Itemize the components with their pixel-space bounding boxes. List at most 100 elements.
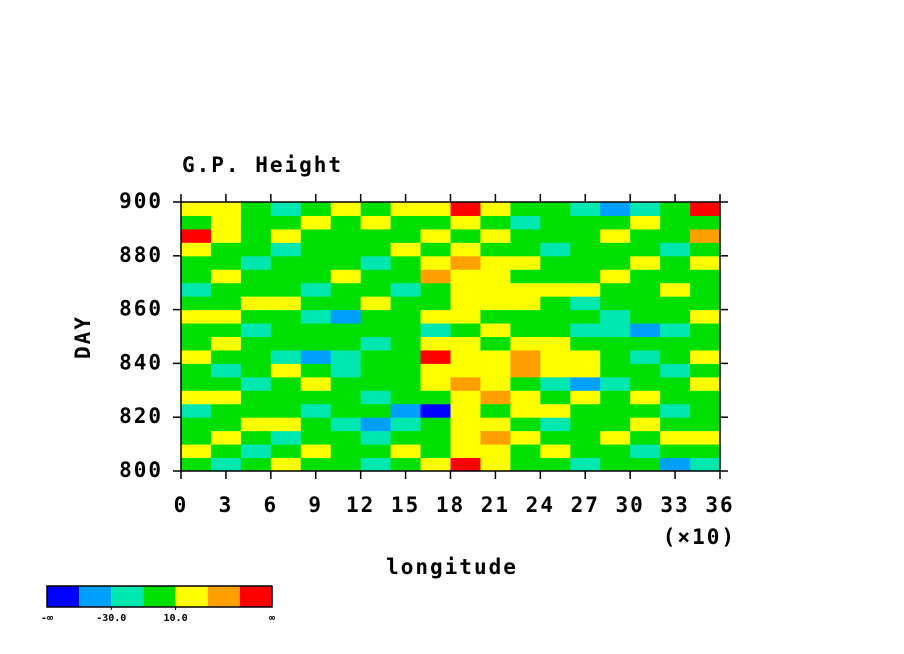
heat-cell	[480, 444, 511, 459]
heat-cell	[660, 336, 691, 351]
heat-cell	[450, 336, 481, 351]
heat-cell	[240, 228, 272, 243]
heat-cell	[330, 242, 362, 257]
heat-cell	[570, 202, 601, 216]
heat-cell	[360, 269, 392, 284]
y-tick-label: 820	[119, 404, 163, 428]
heat-cell	[540, 430, 571, 445]
heat-cell	[210, 255, 242, 270]
heat-cell	[690, 323, 721, 337]
colorbar-label: 10.0	[164, 613, 188, 624]
heat-cell	[600, 376, 631, 391]
heat-cell	[360, 228, 392, 243]
heat-cell	[210, 376, 242, 391]
heat-cell	[210, 430, 242, 445]
heat-cell	[420, 336, 451, 351]
heat-cell	[210, 417, 242, 432]
heat-cell	[510, 376, 541, 391]
heat-cell	[390, 457, 422, 472]
heat-cell	[360, 430, 392, 445]
heat-cell	[450, 269, 481, 284]
x-tick-label: 3	[219, 493, 234, 517]
heat-cell	[300, 363, 332, 378]
heat-cell	[540, 282, 571, 297]
heat-cell	[360, 282, 392, 297]
heat-cell	[690, 417, 721, 432]
heat-cell	[240, 349, 272, 364]
heat-cell	[390, 349, 422, 364]
heat-cell	[480, 215, 511, 230]
heat-cell	[630, 296, 661, 311]
heat-cell	[240, 323, 272, 337]
heat-cell	[360, 349, 392, 364]
heat-cell	[390, 430, 422, 445]
x-tick-label: 9	[308, 493, 323, 517]
heat-cell	[600, 215, 631, 230]
heat-cell	[390, 363, 422, 378]
heat-cell	[240, 202, 272, 216]
heat-cell	[420, 363, 451, 378]
heat-cell	[450, 403, 481, 418]
y-tick-label: 860	[119, 297, 163, 321]
heat-cell	[570, 444, 601, 459]
heat-cell	[690, 430, 721, 445]
heat-cell	[630, 336, 661, 351]
heat-cell	[570, 269, 601, 284]
x-axis-label: longitude	[386, 555, 518, 579]
heat-cell	[540, 349, 571, 364]
heat-cell	[600, 282, 631, 297]
heat-cell	[660, 349, 691, 364]
y-tick-label: 800	[119, 458, 163, 482]
heat-cell	[420, 296, 451, 311]
heat-cell	[510, 444, 541, 459]
heat-cell	[330, 309, 362, 324]
heat-cell	[630, 309, 661, 324]
heat-cell	[630, 430, 661, 445]
heat-cell	[600, 242, 631, 257]
heat-cell	[270, 376, 302, 391]
heat-cell	[330, 255, 362, 270]
heat-cell	[240, 242, 272, 257]
heat-cell	[420, 269, 451, 284]
heat-cell	[690, 457, 721, 472]
heat-cell	[420, 417, 451, 432]
heat-cell	[390, 444, 422, 459]
heat-cell	[330, 296, 362, 311]
heat-cell	[570, 215, 601, 230]
heat-cell	[181, 376, 212, 391]
heat-cell	[540, 255, 571, 270]
heat-cell	[480, 309, 511, 324]
heat-cell	[330, 269, 362, 284]
heat-cell	[510, 282, 541, 297]
heat-cell	[660, 215, 691, 230]
heat-cell	[660, 309, 691, 324]
heat-cell	[450, 349, 481, 364]
heat-cell	[480, 255, 511, 270]
heat-cell	[181, 457, 212, 472]
heat-cell	[600, 363, 631, 378]
heat-cell	[600, 457, 631, 472]
heat-cell	[390, 202, 422, 216]
heat-cell	[570, 228, 601, 243]
heat-cell	[600, 390, 631, 405]
heat-cell	[360, 457, 392, 472]
heat-cell	[540, 390, 571, 405]
heat-cell	[330, 444, 362, 459]
heat-cell	[360, 363, 392, 378]
heat-cell	[570, 457, 601, 472]
heat-cell	[360, 376, 392, 391]
heat-cell	[660, 255, 691, 270]
heat-cell	[330, 363, 362, 378]
heat-cell	[240, 444, 272, 459]
heat-cell	[270, 202, 302, 216]
heat-cell	[600, 430, 631, 445]
heat-cell	[690, 444, 721, 459]
heat-cell	[210, 349, 242, 364]
heat-cell	[210, 390, 242, 405]
heat-cell	[181, 282, 212, 297]
heat-cell	[450, 417, 481, 432]
heat-cell	[240, 417, 272, 432]
heat-cell	[690, 269, 721, 284]
heat-cell	[570, 417, 601, 432]
